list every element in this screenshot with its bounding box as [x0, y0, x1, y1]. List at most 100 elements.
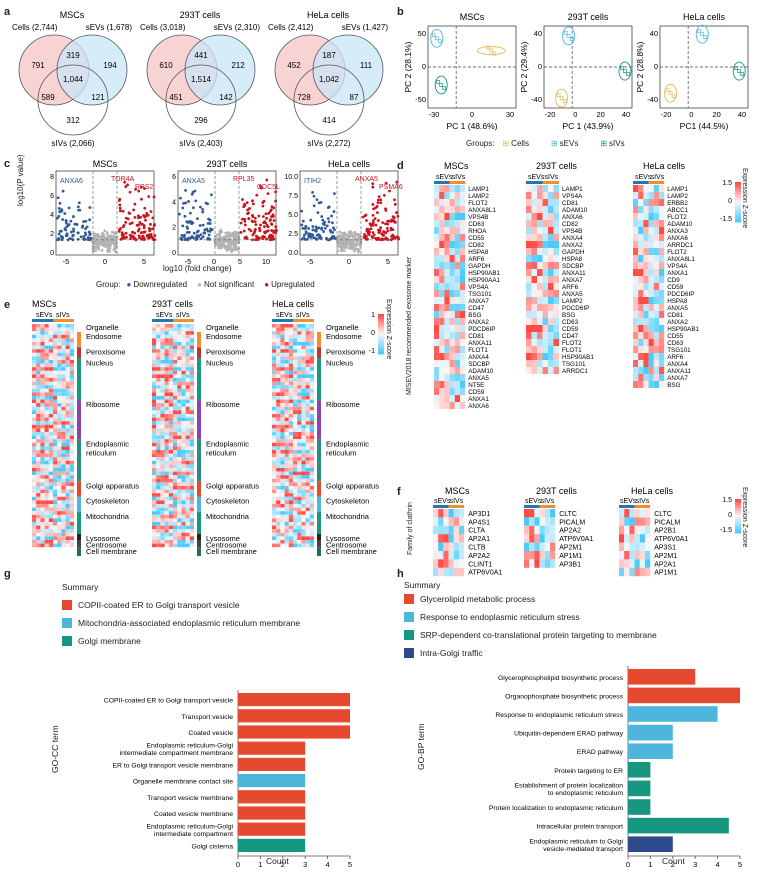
heatmap-d-cell — [653, 213, 659, 220]
volcano-point-down — [186, 238, 190, 241]
heatmap-e-cell — [53, 327, 58, 332]
heatmap-e-cell — [152, 504, 157, 508]
volcano-point-ns — [218, 239, 222, 243]
heatmap-e-cell — [160, 396, 165, 400]
heatmap-e-cell — [152, 421, 157, 425]
heatmap-e-cell — [280, 489, 285, 494]
heatmap-e-cell — [272, 338, 277, 342]
heatmap-e-cell — [305, 457, 310, 461]
heatmap-e-cell — [280, 468, 285, 472]
heatmap-d-legend — [735, 208, 741, 211]
volcano-point-down — [194, 199, 198, 203]
heatmap-d-cell — [454, 367, 460, 374]
heatmap-d-gene: SDCBP — [468, 361, 490, 368]
heatmap-d-cell — [633, 346, 639, 353]
volcano-point-down — [72, 215, 75, 218]
heatmap-e-title: HeLa cells — [272, 299, 315, 309]
heatmap-e-cell — [53, 410, 58, 414]
heatmap-e-cell — [152, 475, 157, 479]
venn-sevs-circle — [184, 34, 256, 106]
heatmap-d-gene: BSG — [468, 312, 481, 319]
heatmap-e-cell — [284, 439, 289, 443]
volcano-point-down — [67, 206, 71, 210]
volcano-point-ns — [96, 233, 100, 236]
heatmap-f-cell — [639, 534, 645, 543]
heatmap-e-cell — [309, 435, 314, 440]
heatmap-e-cell — [293, 338, 298, 342]
heatmap-d-cell — [460, 290, 466, 297]
heatmap-d-cell — [444, 353, 450, 360]
heatmap-e-cell — [189, 464, 194, 468]
heatmap-e-cell — [152, 500, 157, 504]
heatmap-e-cell — [61, 334, 66, 339]
heatmap-e-cell — [48, 536, 53, 540]
heatmap-e-cell — [272, 453, 277, 458]
heatmap-e-cell — [61, 486, 66, 490]
heatmap-e-cell — [305, 403, 310, 407]
heatmap-e-cell — [185, 406, 190, 411]
heatmap-e-cell — [173, 367, 178, 371]
heatmap-e-cell — [40, 385, 45, 389]
heatmap-e-cell — [181, 428, 186, 432]
heatmap-e-cell — [152, 367, 157, 371]
heatmap-e-cell — [44, 363, 49, 368]
heatmap-e-cell — [284, 522, 289, 526]
heatmap-f-cell — [443, 525, 449, 535]
heatmap-e-cell — [185, 399, 190, 404]
volcano-point-ns — [232, 248, 236, 252]
heatmap-e-cell — [32, 414, 37, 418]
heatmap-e-cell — [173, 471, 178, 476]
heatmap-f-cell — [634, 525, 640, 535]
heatmap-e-cell — [284, 342, 289, 346]
heatmap-e-cell — [276, 453, 281, 458]
heatmap-e-cell — [189, 489, 194, 494]
heatmap-f-cell — [438, 534, 444, 543]
heatmap-e-cell — [276, 460, 281, 465]
heatmap-d-cell — [643, 248, 649, 255]
heatmap-e-cell — [185, 493, 190, 497]
heatmap-e-cell — [65, 468, 70, 472]
volcano-point-ns — [103, 243, 107, 247]
heatmap-d-col-sivs: sIVs — [545, 174, 559, 181]
heatmap-d-cell — [537, 269, 543, 276]
heatmap-d-cell — [454, 220, 460, 227]
heatmap-e-cell — [164, 356, 169, 360]
heatmap-f-legend — [735, 520, 741, 523]
heatmap-e-cell — [44, 385, 49, 389]
heatmap-e-cell — [164, 493, 169, 497]
volcano-point-up — [375, 204, 379, 208]
volcano-point-down — [315, 198, 319, 202]
heatmap-e-cell — [44, 378, 49, 382]
heatmap-e-cell — [309, 414, 314, 418]
gocc-bar — [238, 838, 306, 852]
heatmap-d-gene: ANXA6 — [562, 214, 583, 221]
volcano-point-down — [201, 235, 205, 239]
heatmap-e-cell — [168, 414, 173, 418]
volcano-point-up — [140, 197, 143, 201]
heatmap-e-cell — [301, 536, 306, 540]
heatmap-e-cell — [173, 435, 178, 440]
heatmap-e-cell — [297, 338, 302, 342]
heatmap-d-cell — [439, 185, 445, 192]
venn-count-sevs-sivs: 87 — [350, 93, 359, 102]
heatmap-e-cell — [181, 475, 186, 479]
volcano-point-ns — [349, 230, 353, 234]
heatmap-e-cell — [168, 500, 173, 504]
volcano-point-up — [144, 218, 147, 222]
volcano-point-down — [207, 217, 210, 221]
heatmap-d-cell — [643, 297, 649, 304]
heatmap-f-legend — [735, 523, 741, 525]
heatmap-e-cell — [272, 511, 277, 515]
volcano-point-ns — [351, 242, 355, 246]
heatmap-e-cell — [164, 468, 169, 472]
heatmap-d-cell — [434, 248, 440, 255]
heatmap-e-cell — [48, 522, 53, 526]
heatmap-d-cell — [454, 248, 460, 255]
heatmap-e-cell — [177, 482, 182, 486]
heatmap-e-cell — [280, 464, 285, 468]
heatmap-e-cell — [48, 424, 53, 429]
heatmap-e-cell — [48, 421, 53, 425]
heatmap-e-cell — [181, 414, 186, 418]
heatmap-d-gene: CD59 — [667, 284, 684, 291]
heatmap-f-cell — [550, 551, 556, 560]
